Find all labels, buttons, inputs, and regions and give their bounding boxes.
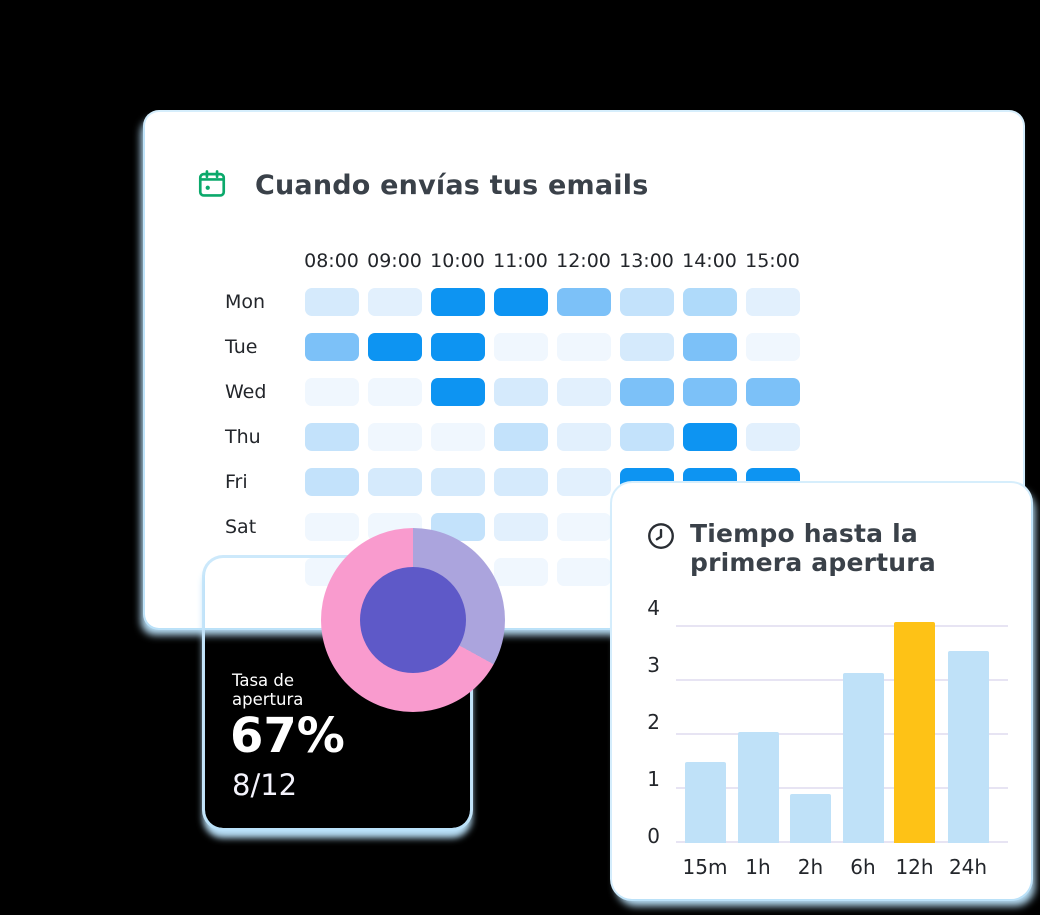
- x-tick-label: 24h: [948, 855, 988, 879]
- bar[interactable]: [684, 762, 726, 843]
- bar[interactable]: [894, 622, 935, 843]
- heatmap-time-label: 14:00: [682, 250, 737, 272]
- heatmap-cell[interactable]: [745, 423, 800, 451]
- heatmap-day-label: Tue: [225, 336, 258, 358]
- heatmap-cell[interactable]: [430, 468, 485, 496]
- heatmap-time-label: 10:00: [430, 250, 485, 272]
- heatmap-cell[interactable]: [367, 288, 422, 316]
- y-tick-label: 4: [647, 596, 660, 620]
- clock-icon: [648, 523, 674, 549]
- heatmap-day-label: Thu: [225, 426, 261, 448]
- heatmap-cell[interactable]: [430, 423, 485, 451]
- x-tick-label: 15m: [682, 855, 728, 879]
- x-tick-label: 1h: [745, 855, 771, 879]
- heatmap-cell[interactable]: [682, 288, 737, 316]
- gridline: [676, 679, 1008, 681]
- heatmap-time-label: 09:00: [367, 250, 422, 272]
- open-rate-fraction: 8/12: [232, 768, 298, 802]
- heatmap-time-label: 12:00: [556, 250, 611, 272]
- heatmap-cell[interactable]: [556, 288, 611, 316]
- heatmap-cell[interactable]: [367, 333, 422, 361]
- heatmap-time-label: 11:00: [493, 250, 548, 272]
- heatmap-cell[interactable]: [556, 333, 611, 361]
- heatmap-cell[interactable]: [493, 423, 548, 451]
- heatmap-time-label: 15:00: [745, 250, 800, 272]
- x-tick-label: 2h: [797, 855, 824, 879]
- bar[interactable]: [947, 651, 989, 843]
- first-open-xaxis: 15m 1h 2h 6h 12h 24h: [676, 855, 1008, 881]
- open-rate-donut[interactable]: [321, 528, 505, 712]
- heatmap-cell[interactable]: [304, 423, 359, 451]
- heatmap-time-label: 08:00: [304, 250, 359, 272]
- calendar-icon: [198, 170, 226, 197]
- bar[interactable]: [737, 732, 779, 843]
- heatmap-day-label: Sat: [225, 516, 257, 538]
- heatmap-day-label: Mon: [225, 291, 266, 313]
- y-tick-label: 1: [647, 767, 660, 791]
- heatmap-cell[interactable]: [304, 468, 359, 496]
- heatmap-cell[interactable]: [619, 423, 674, 451]
- heatmap-cell[interactable]: [493, 378, 548, 406]
- gridline: [676, 733, 1008, 735]
- heatmap-cell[interactable]: [619, 378, 674, 406]
- heatmap-cell[interactable]: [430, 333, 485, 361]
- heatmap-cell[interactable]: [430, 378, 485, 406]
- heatmap-cell[interactable]: [682, 378, 737, 406]
- heatmap-cell[interactable]: [367, 378, 422, 406]
- heatmap-day-label: Wed: [225, 381, 267, 403]
- heatmap-cell[interactable]: [745, 378, 800, 406]
- heatmap-cell[interactable]: [556, 378, 611, 406]
- heatmap-cell[interactable]: [304, 333, 359, 361]
- x-tick-label: 6h: [850, 855, 876, 879]
- first-open-card: Tiempo hasta la primera apertura 4 3 2 1 0 15…: [612, 483, 1031, 899]
- gridline: [676, 787, 1008, 789]
- y-tick-label: 3: [647, 653, 660, 677]
- heatmap-cell[interactable]: [493, 333, 548, 361]
- heatmap-cell[interactable]: [367, 423, 422, 451]
- heatmap-cell[interactable]: [682, 423, 737, 451]
- send-time-title: Cuando envías tus emails: [255, 170, 649, 201]
- heatmap-cell[interactable]: [682, 333, 737, 361]
- heatmap-cell[interactable]: [430, 288, 485, 316]
- y-tick-label: 0: [647, 824, 660, 848]
- open-rate-card: Tasa de apertura 67% 8/12: [205, 558, 470, 828]
- bar[interactable]: [842, 673, 884, 843]
- heatmap-cell[interactable]: [493, 288, 548, 316]
- first-open-title-line2: primera apertura: [690, 548, 936, 577]
- bar[interactable]: [790, 794, 831, 843]
- heatmap-cell[interactable]: [619, 333, 674, 361]
- heatmap-cell[interactable]: [493, 558, 548, 586]
- first-open-plot: [676, 613, 1008, 843]
- heatmap-cell[interactable]: [745, 288, 800, 316]
- heatmap-cell[interactable]: [556, 468, 611, 496]
- first-open-title-line1: Tiempo hasta la: [690, 519, 918, 548]
- heatmap-cell[interactable]: [367, 468, 422, 496]
- first-open-title: Tiempo hasta la primera apertura: [690, 519, 936, 577]
- heatmap-cell[interactable]: [556, 558, 611, 586]
- heatmap-corner: [225, 251, 300, 271]
- gridline: [676, 625, 1008, 627]
- heatmap-cell[interactable]: [745, 333, 800, 361]
- heatmap-cell[interactable]: [493, 468, 548, 496]
- heatmap-cell[interactable]: [304, 378, 359, 406]
- heatmap-cell[interactable]: [493, 513, 548, 541]
- heatmap-cell[interactable]: [556, 423, 611, 451]
- heatmap-cell[interactable]: [304, 513, 359, 541]
- heatmap-day-label: Fri: [225, 471, 248, 493]
- heatmap-cell[interactable]: [619, 288, 674, 316]
- donut-hole: [360, 567, 466, 673]
- x-axis-line: [676, 841, 1008, 843]
- heatmap-cell[interactable]: [304, 288, 359, 316]
- open-rate-label: Tasa de apertura: [232, 671, 304, 709]
- heatmap-time-label: 13:00: [619, 250, 674, 272]
- x-tick-label: 12h: [895, 855, 934, 879]
- open-rate-value: 67%: [230, 708, 345, 764]
- heatmap-cell[interactable]: [556, 513, 611, 541]
- y-tick-label: 2: [647, 710, 660, 734]
